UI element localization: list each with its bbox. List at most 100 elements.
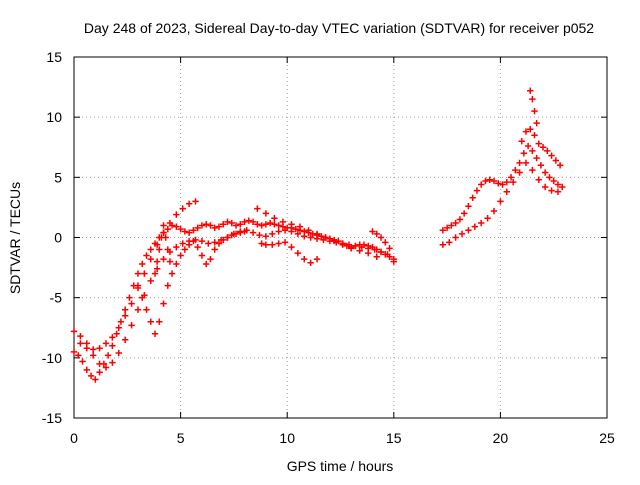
data-point (460, 210, 468, 217)
data-point (313, 230, 321, 238)
data-point (301, 233, 308, 240)
data-point (254, 205, 261, 212)
data-point (322, 234, 329, 241)
data-point (318, 233, 325, 240)
data-point (269, 241, 276, 248)
data-point (533, 119, 540, 127)
data-point (275, 222, 282, 229)
data-point (164, 246, 172, 253)
data-point (371, 246, 378, 253)
series-arc-11 (518, 126, 564, 169)
data-point (134, 306, 142, 313)
data-point (102, 364, 110, 371)
data-point (529, 166, 536, 174)
data-point (439, 227, 447, 234)
data-point (495, 180, 502, 187)
data-point (168, 270, 176, 277)
y-tick-label: -10 (42, 350, 62, 366)
data-point (83, 345, 90, 352)
data-point (269, 230, 276, 238)
data-point (559, 183, 566, 191)
data-point (275, 228, 282, 235)
data-point (198, 252, 206, 259)
data-point (134, 282, 142, 289)
data-point (478, 181, 485, 188)
data-point (347, 245, 355, 252)
data-point (446, 239, 453, 246)
data-point (181, 228, 189, 235)
axes-frame (73, 56, 608, 419)
data-point (439, 241, 447, 248)
data-point (288, 228, 295, 235)
data-point (92, 376, 99, 383)
ticks-layer: 0 5 10 15 20 25 15 10 5 0 -5 -10 -15 (42, 49, 615, 446)
data-point (147, 255, 154, 263)
data-point (153, 258, 161, 265)
data-point (156, 246, 163, 253)
data-point (465, 203, 472, 210)
data-point (198, 237, 206, 245)
data-point (70, 348, 78, 356)
data-point (271, 221, 278, 228)
data-point (452, 234, 459, 241)
data-point (524, 142, 532, 150)
data-point (552, 157, 560, 164)
series-arc-1 (70, 217, 397, 383)
data-point (151, 270, 159, 277)
data-point (96, 360, 103, 368)
data-point (531, 132, 538, 139)
data-point (358, 243, 366, 251)
data-point (87, 372, 95, 380)
data-point (307, 234, 314, 241)
data-point (486, 176, 493, 183)
y-tick-label: 10 (46, 109, 62, 125)
data-point (160, 300, 167, 307)
data-point (443, 224, 451, 232)
data-point (143, 252, 150, 259)
data-point (160, 222, 167, 229)
data-point (121, 306, 129, 313)
data-point (96, 345, 103, 352)
data-point (128, 300, 135, 307)
data-point (147, 318, 154, 325)
data-point (102, 340, 110, 347)
y-tick-label: 0 (54, 230, 62, 246)
data-point (134, 270, 142, 277)
data-point (292, 225, 299, 233)
data-point (262, 233, 270, 240)
data-point (512, 166, 519, 174)
data-point (516, 169, 523, 176)
data-point (211, 246, 218, 253)
data-point (520, 150, 528, 157)
data-point (79, 358, 86, 365)
data-point (533, 154, 540, 162)
grid-layer (74, 57, 607, 418)
data-point (224, 218, 231, 226)
data-point (128, 322, 135, 329)
data-point (535, 140, 542, 147)
data-point (262, 210, 270, 217)
data-point (330, 237, 338, 245)
data-point (198, 222, 206, 229)
data-point (288, 221, 295, 228)
data-point (194, 224, 201, 232)
data-point (147, 246, 154, 253)
y-tick-label: -15 (42, 410, 62, 426)
data-point (143, 306, 150, 313)
data-point (192, 198, 199, 205)
data-point (266, 219, 274, 227)
data-point (548, 152, 555, 159)
data-point (258, 240, 265, 247)
series-arc-2 (70, 198, 199, 353)
data-point (185, 200, 193, 208)
y-tick-label: 15 (46, 49, 62, 65)
data-point (89, 346, 97, 353)
data-point (89, 352, 97, 359)
data-point (245, 217, 253, 224)
series-arc-5 (151, 222, 174, 277)
data-point (531, 107, 538, 115)
plot-border (73, 56, 608, 419)
data-point (77, 332, 84, 340)
data-point (117, 318, 125, 325)
